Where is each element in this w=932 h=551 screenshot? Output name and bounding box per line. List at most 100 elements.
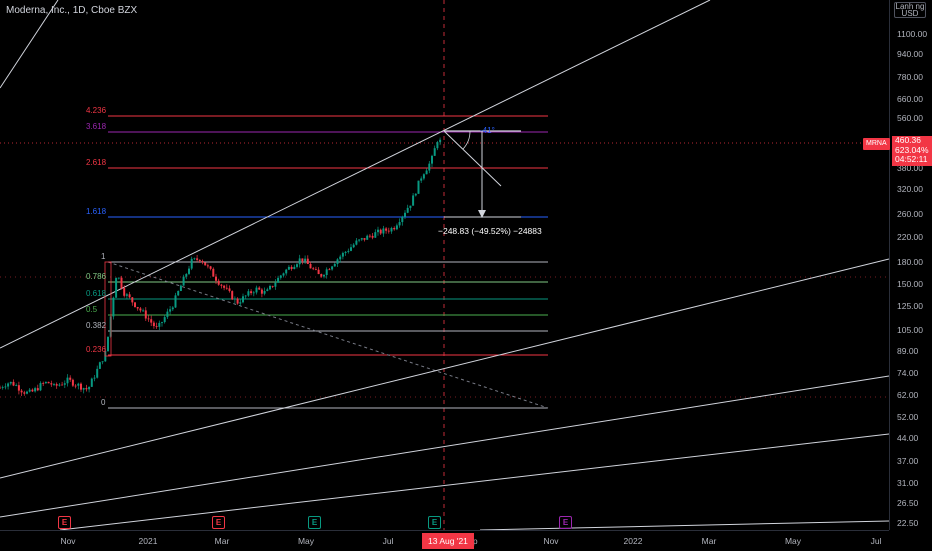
candle-body (93, 377, 96, 379)
candle-body (107, 336, 109, 351)
candle-body (36, 388, 39, 391)
symbol-title[interactable]: Moderna, Inc., 1D, Cboe BZX (6, 5, 138, 16)
candle-body (212, 268, 215, 277)
candlestick-series (0, 137, 442, 397)
candle-body (377, 229, 379, 233)
candle-body (344, 251, 347, 253)
crosshair-date-label: 13 Aug '21 (422, 533, 474, 549)
price-tick: 74.00 (897, 368, 919, 378)
candle-body (215, 276, 217, 281)
current-price-value: 460.36 (895, 135, 921, 145)
candle-body (50, 383, 53, 385)
time-tick: Nov (543, 536, 559, 546)
price-tick: 31.00 (897, 478, 919, 488)
candle-body (12, 381, 15, 386)
candle-body (304, 258, 307, 262)
candle-body (287, 266, 290, 270)
candle-body (53, 384, 55, 385)
candle-body (61, 384, 64, 386)
price-tick: 320.00 (897, 184, 923, 194)
candle-body (101, 361, 104, 363)
price-tick: 26.50 (897, 498, 919, 508)
fib-anchor-box (104, 261, 112, 357)
measure-arrow-head (478, 210, 486, 218)
fib-trend-line (107, 261, 549, 409)
price-tick: 22.50 (897, 518, 919, 528)
candle-body (352, 244, 355, 248)
candle-body (15, 385, 18, 386)
trendline (0, 0, 711, 349)
candle-body (425, 170, 428, 175)
candle-body (209, 266, 212, 269)
candle-body (347, 250, 350, 252)
earnings-icon[interactable]: E (58, 516, 71, 529)
trendline (479, 520, 890, 531)
candle-body (417, 180, 420, 194)
candle-body (190, 258, 193, 269)
fib-retracement[interactable] (107, 115, 549, 409)
candle-body (366, 235, 369, 240)
currency-selector[interactable]: Lạnh ng USD (894, 2, 926, 18)
trendline (0, 375, 890, 518)
candle-body (31, 389, 34, 392)
candle-body (250, 291, 253, 294)
earnings-icon[interactable]: E (559, 516, 572, 529)
price-tick: 940.00 (897, 49, 923, 59)
candle-body (139, 308, 142, 311)
candle-body (206, 265, 209, 267)
candle-body (323, 275, 325, 277)
candle-body (436, 142, 439, 149)
candle-body (120, 277, 123, 289)
fib-level-label: 0.236 (86, 345, 107, 354)
price-tick: 52.00 (897, 412, 919, 422)
candle-body (228, 288, 231, 292)
time-tick: Mar (701, 536, 717, 546)
price-tick: 62.00 (897, 390, 919, 400)
candle-body (242, 296, 244, 303)
earnings-icon[interactable]: E (308, 516, 321, 529)
candle-body (158, 322, 161, 327)
time-tick: Nov (60, 536, 76, 546)
candle-body (298, 258, 301, 265)
candle-body (360, 238, 363, 240)
candle-body (412, 195, 415, 206)
candle-body (1, 387, 4, 388)
candle-body (260, 289, 263, 294)
price-tick: 44.00 (897, 433, 919, 443)
fib-level-label: 0 (101, 398, 106, 407)
trendlines[interactable] (0, 0, 890, 531)
candle-body (80, 383, 82, 390)
price-tick: 380.00 (897, 163, 923, 173)
candle-body (179, 285, 182, 291)
candle-body (382, 228, 385, 234)
current-price-change: 623.04% (895, 144, 929, 155)
candle-body (77, 383, 80, 386)
fib-level-label: 1.618 (86, 207, 107, 216)
candle-body (258, 287, 261, 290)
candle-body (387, 230, 390, 232)
measure-label: −248.83 (−49.52%) −24883 (438, 226, 542, 236)
candle-body (147, 318, 150, 320)
candle-body (350, 247, 352, 251)
candle-body (328, 269, 331, 271)
candle-body (255, 287, 258, 293)
price-axis[interactable] (889, 0, 932, 530)
price-tick: 1100.00 (897, 29, 928, 39)
candle-body (204, 262, 207, 266)
candle-body (320, 274, 323, 277)
candle-body (96, 368, 99, 378)
candle-body (171, 307, 174, 310)
candle-body (9, 381, 12, 384)
earnings-icon[interactable]: E (428, 516, 441, 529)
candle-body (42, 383, 45, 384)
candle-body (390, 228, 393, 232)
measure-tool[interactable] (443, 130, 521, 218)
candle-body (166, 311, 169, 318)
candle-body (358, 239, 361, 241)
earnings-icon[interactable]: E (212, 516, 225, 529)
fib-level-label: 0.786 (86, 272, 107, 281)
candle-body (98, 362, 101, 369)
candle-body (55, 384, 58, 386)
fib-level-label: 0.5 (86, 305, 98, 314)
